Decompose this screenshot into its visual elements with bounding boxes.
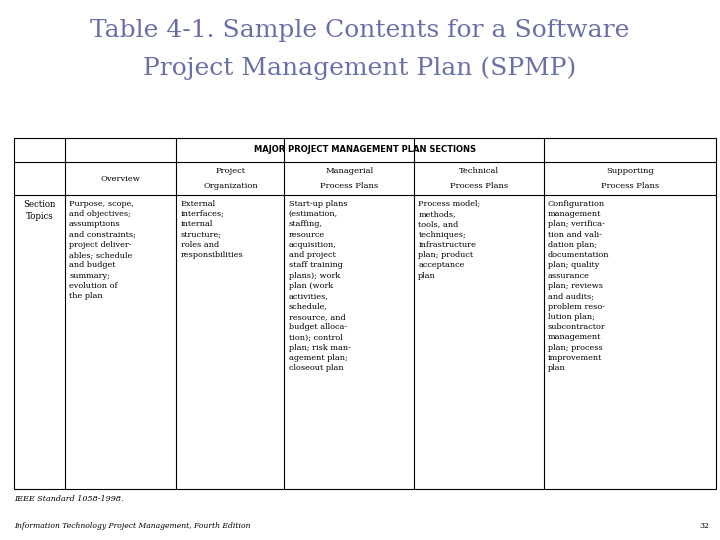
Text: Purpose, scope,
and objectives;
assumptions
and constraints;
project deliver-
ab: Purpose, scope, and objectives; assumpti… [69,200,136,300]
Text: Process Plans: Process Plans [601,182,659,190]
Text: Overview: Overview [101,175,140,183]
Text: Process Plans: Process Plans [320,182,378,190]
Text: 32: 32 [699,522,709,530]
Text: IEEE Standard 1058-1998.: IEEE Standard 1058-1998. [14,495,124,503]
Text: Section
Topics: Section Topics [24,200,55,221]
Text: Organization: Organization [203,182,258,190]
Text: Project: Project [215,167,246,174]
Bar [14,138,716,489]
Text: Technical: Technical [459,167,499,174]
Text: Start-up plans
(estimation,
staffing,
resource
acquisition,
and project
staff tr: Start-up plans (estimation, staffing, re… [289,200,351,372]
Text: Configuration
management
plan; verifica-
tion and vali-
dation plan;
documentati: Configuration management plan; verifica-… [548,200,609,372]
Text: Supporting: Supporting [606,167,654,174]
Text: Project Management Plan (SPMP): Project Management Plan (SPMP) [143,57,577,80]
Text: Table 4-1. Sample Contents for a Software: Table 4-1. Sample Contents for a Softwar… [90,19,630,42]
Text: Process Plans: Process Plans [450,182,508,190]
Text: Managerial: Managerial [325,167,374,174]
Text: External
interfaces;
internal
structure;
roles and
responsibilities: External interfaces; internal structure;… [181,200,243,259]
Text: Information Technology Project Management, Fourth Edition: Information Technology Project Managemen… [14,522,251,530]
Text: MAJOR PROJECT MANAGEMENT PLAN SECTIONS: MAJOR PROJECT MANAGEMENT PLAN SECTIONS [254,145,477,154]
Text: Process model;
methods,
tools, and
techniques;
infrastructure
plan; product
acce: Process model; methods, tools, and techn… [418,200,480,280]
